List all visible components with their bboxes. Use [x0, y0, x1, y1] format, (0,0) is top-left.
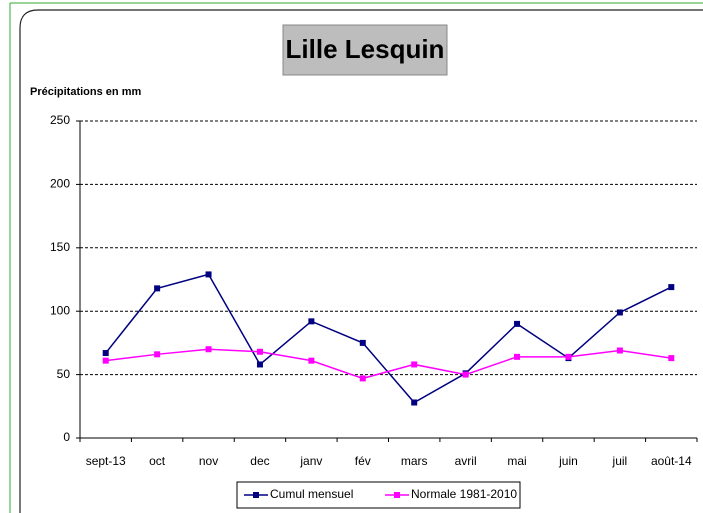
chart-border: [19, 9, 703, 513]
legend-marker: [394, 492, 400, 498]
x-tick-label: avril: [455, 454, 477, 468]
point: [102, 357, 109, 364]
x-tick-label: fév: [355, 454, 371, 468]
x-tick-label: mai: [507, 454, 526, 468]
x-tick-label: dec: [250, 454, 269, 468]
point: [256, 361, 263, 368]
point: [565, 353, 572, 360]
y-tick-label: 250: [50, 113, 70, 127]
point: [154, 285, 161, 292]
point: [668, 355, 675, 362]
point: [668, 284, 675, 291]
x-tick-label: juin: [558, 454, 578, 468]
point: [359, 339, 366, 346]
legend-label: Cumul mensuel: [270, 487, 353, 501]
point: [616, 347, 623, 354]
point: [514, 353, 521, 360]
point: [205, 346, 212, 353]
point: [616, 309, 623, 316]
y-tick-label: 100: [50, 303, 70, 317]
chart-title: Lille Lesquin: [286, 34, 445, 64]
point: [462, 371, 469, 378]
y-axis-label: Précipitations en mm: [30, 86, 141, 98]
point: [308, 318, 315, 325]
point: [411, 399, 418, 406]
x-tick-label: oct: [149, 454, 166, 468]
legend-label: Normale 1981-2010: [411, 487, 517, 501]
series-line: [105, 273, 672, 404]
x-tick-label: juil: [612, 454, 628, 468]
x-tick-label: nov: [199, 454, 218, 468]
title-box: [282, 24, 448, 76]
point: [102, 350, 109, 357]
point: [514, 320, 521, 327]
y-tick-label: 50: [57, 367, 71, 381]
x-tick-label: janv: [299, 454, 322, 468]
point: [154, 351, 161, 358]
y-tick-label: 0: [63, 430, 70, 444]
y-tick-label: 200: [50, 177, 70, 191]
point: [359, 375, 366, 382]
legend-marker: [253, 492, 259, 498]
legend-box: [236, 481, 521, 509]
point: [256, 348, 263, 355]
series-line: [105, 348, 672, 380]
x-tick-label: mars: [401, 454, 428, 468]
point: [308, 357, 315, 364]
x-tick-label: sept-13: [86, 454, 126, 468]
point: [205, 271, 212, 278]
x-tick-label: août-14: [651, 454, 692, 468]
point: [411, 361, 418, 368]
y-tick-label: 150: [50, 240, 70, 254]
